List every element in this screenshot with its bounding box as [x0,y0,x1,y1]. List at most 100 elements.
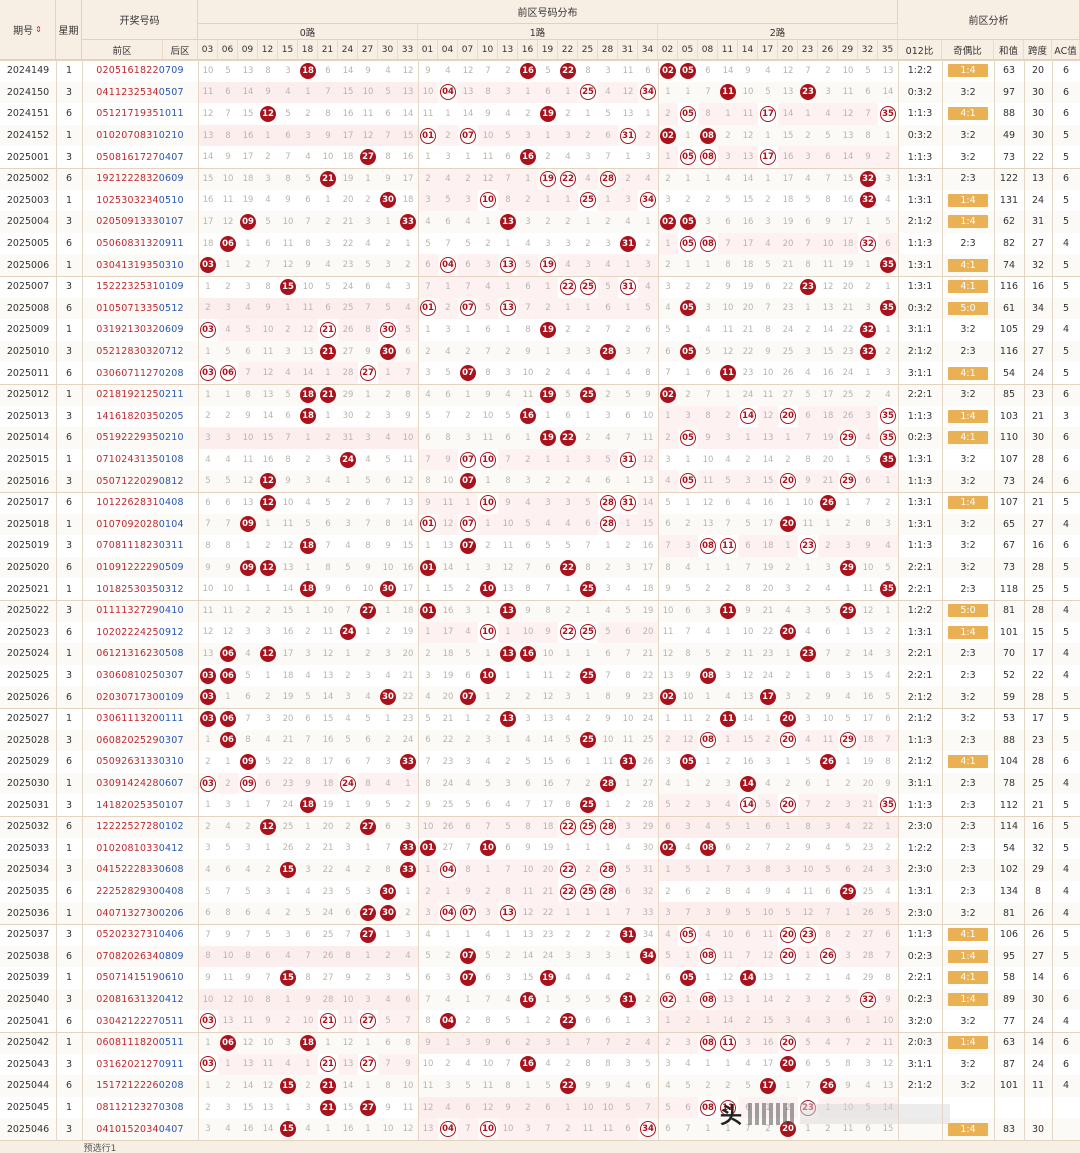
issue-number[interactable]: 2025016 [6,475,50,487]
issue-number[interactable]: 2025041 [6,1015,50,1027]
issue-number[interactable]: 2025002 [6,173,50,185]
issue-number[interactable]: 2025023 [6,626,50,638]
distribution-cell: 7 [378,124,398,147]
issue-number[interactable]: 2025019 [6,540,50,552]
issue-number[interactable]: 2025017 [6,497,50,509]
issue-number[interactable]: 2025022 [6,605,50,617]
issue-number[interactable]: 2025025 [6,670,50,682]
issue-number[interactable]: 2024152 [6,130,50,142]
issue-number[interactable]: 2025040 [6,994,50,1006]
distribution-cell: 1 [558,643,578,665]
issue-number[interactable]: 2025038 [6,950,50,962]
issue-number[interactable]: 2025043 [6,1058,50,1070]
issue-number[interactable]: 2025024 [6,648,50,660]
issue-number[interactable]: 2025013 [6,410,50,422]
issue-number[interactable]: 2025008 [6,302,50,314]
issue-number[interactable]: 2025030 [6,778,50,790]
issue-number[interactable]: 2025044 [6,1080,50,1092]
distribution-cell: 14 [258,1118,278,1140]
issue-header[interactable]: 期号 ⇕ [0,0,56,60]
miss-count: 4 [385,65,391,76]
distribution-cell: 1 [338,794,358,816]
draw-numbers: 05 09 26 31 33 03 10 [82,751,198,773]
miss-count: 23 [542,929,554,940]
issue-number[interactable]: 2025032 [6,821,50,833]
distribution-cell: 8 [358,319,378,341]
issue-number[interactable]: 2025027 [6,713,50,725]
ac-value: 6 [1062,1058,1070,1070]
issue-number[interactable]: 2025015 [6,454,50,466]
issue-number[interactable]: 2025028 [6,734,50,746]
issue-number[interactable]: 2025036 [6,907,50,919]
distribution-cell: 6 [718,838,738,860]
distribution-cell: 8 [558,794,578,816]
distribution-cell: 5 [558,535,578,557]
distribution-cell: 21 [318,1097,338,1119]
distribution-cell: 3 [778,859,798,881]
issue-number[interactable]: 2025004 [6,216,50,228]
distribution-cell: 8 [878,967,898,989]
miss-count: 9 [265,303,271,314]
issue-number[interactable]: 2025007 [6,281,50,293]
issue-number[interactable]: 2025005 [6,238,50,250]
distribution-cell: 15 [518,967,538,989]
distribution-cell: 26 [858,902,878,924]
miss-count: 3 [725,152,731,163]
issue-number[interactable]: 2025018 [6,518,50,530]
odd-even-value: 2:3 [942,794,994,816]
issue-number[interactable]: 2025003 [6,194,50,206]
sort-icon[interactable]: ⇕ [35,25,42,34]
issue-number[interactable]: 2025010 [6,346,50,358]
hit-ball: 07 [460,300,476,317]
miss-count: 15 [242,1102,254,1113]
miss-count: 10 [262,324,274,335]
issue-number[interactable]: 2024150 [6,86,50,98]
issue-number[interactable]: 2025001 [6,151,50,163]
issue-number[interactable]: 2025009 [6,324,50,336]
front-number: 21 [108,346,122,358]
miss-count: 19 [782,216,794,227]
issue-number[interactable]: 2025045 [6,1102,50,1114]
issue-number[interactable]: 2025006 [6,259,50,271]
issue-number[interactable]: 2025029 [6,756,50,768]
issue-number[interactable]: 2025014 [6,432,50,444]
issue-number[interactable]: 2025011 [6,367,50,379]
span-value: 16 [1031,281,1045,293]
miss-count: 22 [742,346,754,357]
distribution-cell: 15 [398,124,418,147]
issue-number[interactable]: 2024149 [6,65,50,77]
distribution-cell: 5 [678,1075,698,1097]
issue-number[interactable]: 2025031 [6,799,50,811]
issue-number[interactable]: 2025033 [6,842,50,854]
issue-number[interactable]: 2025020 [6,562,50,574]
issue-number[interactable]: 2025042 [6,1037,50,1049]
issue-number[interactable]: 2025037 [6,929,50,941]
hit-ball: 30 [380,689,396,706]
distribution-cell: 02 [658,211,678,233]
distribution-cell: 5 [398,319,418,341]
distribution-cell: 2 [718,751,738,773]
miss-count: 5 [305,519,311,530]
issue-number[interactable]: 2025046 [6,1123,50,1135]
distribution-cell: 30 [378,319,398,341]
issue-number[interactable]: 2025034 [6,864,50,876]
issue-number[interactable]: 2025039 [6,972,50,984]
distribution-cell: 10 [798,492,818,514]
issue-number[interactable]: 2025021 [6,583,50,595]
issue-number[interactable]: 2025012 [6,389,50,401]
distribution-cell: 1 [658,1010,678,1032]
issue-number[interactable]: 2024151 [6,108,50,120]
front-number: 25 [133,734,147,746]
miss-count: 10 [402,432,414,443]
miss-count: 3 [885,648,891,659]
issue-number[interactable]: 2025035 [6,886,50,898]
miss-count: 1 [685,951,691,962]
distribution-cell: 4 [798,729,818,752]
miss-count: 6 [405,994,411,1005]
miss-count: 2 [485,540,491,551]
miss-count: 17 [842,216,854,227]
miss-count: 7 [225,108,231,119]
miss-count: 14 [342,65,354,76]
distribution-cell: 08 [698,838,718,860]
issue-number[interactable]: 2025026 [6,691,50,703]
